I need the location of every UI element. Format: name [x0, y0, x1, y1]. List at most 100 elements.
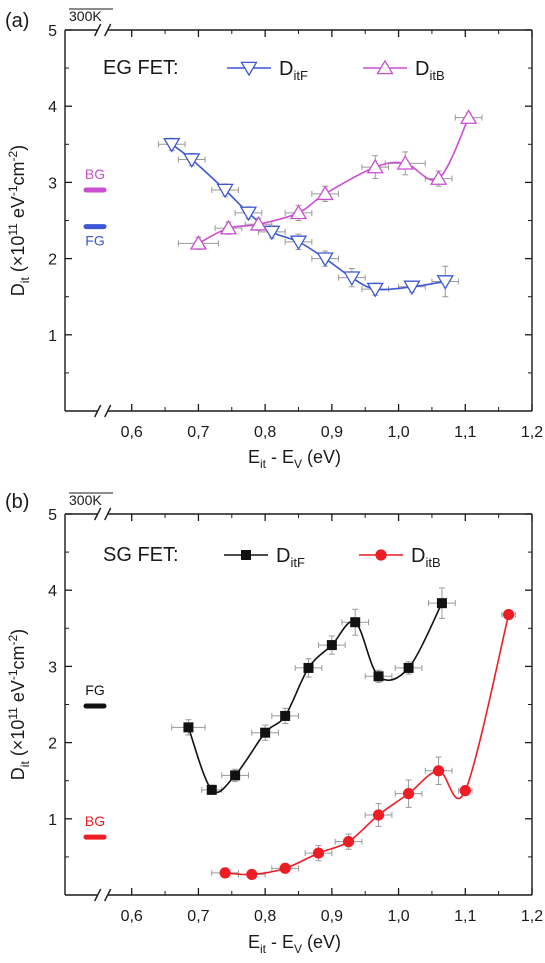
x-tick-label: 1,1: [454, 424, 476, 441]
error-bars: [171, 587, 456, 795]
reference-marker-fg: FG: [83, 682, 107, 709]
legend-label: DitB: [415, 58, 445, 83]
x-tick-label: 0,8: [254, 424, 276, 441]
data-point: [429, 170, 448, 185]
data-point: [402, 788, 415, 800]
reference-label: FG: [85, 682, 104, 698]
data-point: [433, 765, 445, 777]
y-tick-label: 1: [48, 812, 57, 829]
x-tick-label: 0,6: [121, 908, 143, 925]
reference-label: BG: [85, 166, 105, 182]
series-line: [225, 614, 510, 876]
temperature-label: 300K: [69, 8, 102, 24]
x-tick-label: 0,8: [254, 908, 276, 925]
legend-entry-itf: DitF: [227, 58, 308, 83]
x-axis-title: Eit - EV (eV): [248, 932, 341, 956]
x-tick-label: 0,7: [187, 908, 209, 925]
axis-break-mark: [94, 507, 102, 521]
y-tick-label: 3: [48, 659, 57, 676]
legend-marker: [375, 549, 387, 561]
data-point: [316, 252, 334, 268]
data-point: [343, 271, 361, 287]
y-tick-label: 1: [48, 328, 57, 345]
data-point: [366, 282, 384, 298]
series-line: [187, 602, 443, 794]
axis-break-mark: [104, 507, 112, 521]
reference-marker-bg: BG: [83, 166, 107, 193]
data-point: [289, 204, 308, 220]
y-tick-label: 4: [48, 583, 57, 600]
x-axis-title: Eit - EV (eV): [248, 447, 341, 471]
data-point: [403, 280, 421, 296]
y-tick-label: 3: [48, 175, 57, 192]
series-itb: [177, 109, 483, 250]
y-tick-label: 4: [48, 99, 57, 116]
x-tick-label: 1,0: [387, 424, 409, 441]
data-point: [403, 662, 414, 673]
data-point: [436, 598, 447, 609]
temperature-label: 300K: [69, 492, 102, 508]
legend-marker: [376, 59, 394, 75]
data-point: [216, 183, 234, 199]
data-point: [366, 158, 384, 174]
chart-panel-b: (b) 300K 0,6 0,7 0,8 0,9 1,0 1,1 1,2 1 2 3 4 5 Eit - E…: [5, 491, 543, 956]
data-point: [459, 785, 471, 797]
reference-label: FG: [85, 233, 104, 249]
legend: SG FET: DitF DitB: [103, 544, 441, 570]
legend-label: DitB: [411, 545, 441, 570]
legend-entry-itb: DitB: [359, 545, 441, 570]
series-itf: [171, 587, 456, 795]
data-point: [312, 847, 325, 859]
legend-entry-itf: DitF: [224, 545, 305, 570]
y-tick-label: 2: [48, 736, 57, 753]
panel-label: (b): [5, 491, 29, 513]
data-point: [289, 235, 308, 251]
data-point: [189, 234, 208, 250]
x-tick-label: 1,2: [521, 424, 543, 441]
legend-prefix: SG FET:: [103, 544, 179, 566]
series-itb: [211, 608, 516, 881]
x-tick-label: 0,9: [321, 424, 343, 441]
series-itf: [157, 137, 460, 298]
legend-label: DitF: [276, 545, 305, 570]
x-tick-label: 1,1: [454, 908, 476, 925]
data-point: [316, 185, 334, 201]
axis-break-mark: [104, 23, 112, 37]
data-point: [436, 275, 454, 290]
y-ticks: 1 2 3 4 5: [48, 23, 532, 374]
legend-prefix: EG FET:: [103, 57, 179, 79]
x-ticks: 0,6 0,7 0,8 0,9 1,0 1,1 1,2: [121, 514, 543, 925]
x-tick-label: 1,2: [521, 908, 543, 925]
x-ticks: 0,6 0,7 0,8 0,9 1,0 1,1 1,2: [121, 30, 543, 441]
x-tick-label: 1,0: [387, 908, 409, 925]
data-point: [230, 770, 241, 781]
data-point: [279, 862, 291, 874]
data-point: [503, 608, 515, 621]
data-point: [350, 617, 361, 628]
x-tick-label: 0,6: [121, 424, 143, 441]
data-point: [372, 809, 385, 821]
legend-marker: [240, 61, 258, 77]
data-point: [342, 836, 355, 848]
x-tick-label: 0,9: [321, 908, 343, 925]
reference-marker-fg: FG: [83, 224, 107, 249]
axis-break-mark: [94, 404, 102, 418]
data-point: [183, 153, 201, 168]
reference-label: BG: [85, 813, 105, 829]
panel-label: (a): [5, 10, 29, 32]
data-point: [260, 727, 271, 738]
series-line: [198, 117, 470, 245]
y-axis-title: Dit (×1011 eV-1cm-2): [6, 145, 32, 296]
data-point: [246, 868, 258, 881]
data-point: [219, 219, 238, 235]
y-ticks: 1 2 3 4 5: [48, 507, 532, 858]
data-point: [373, 671, 384, 682]
axis-break-mark: [104, 404, 112, 418]
x-tick-label: 0,7: [187, 424, 209, 441]
data-point: [303, 662, 314, 673]
reference-marker-bg: BG: [83, 813, 107, 840]
data-point: [249, 215, 268, 231]
legend-entry-itb: DitB: [363, 58, 445, 83]
y-axis-title: Dit (×1011 eV-1cm-2): [6, 629, 32, 780]
